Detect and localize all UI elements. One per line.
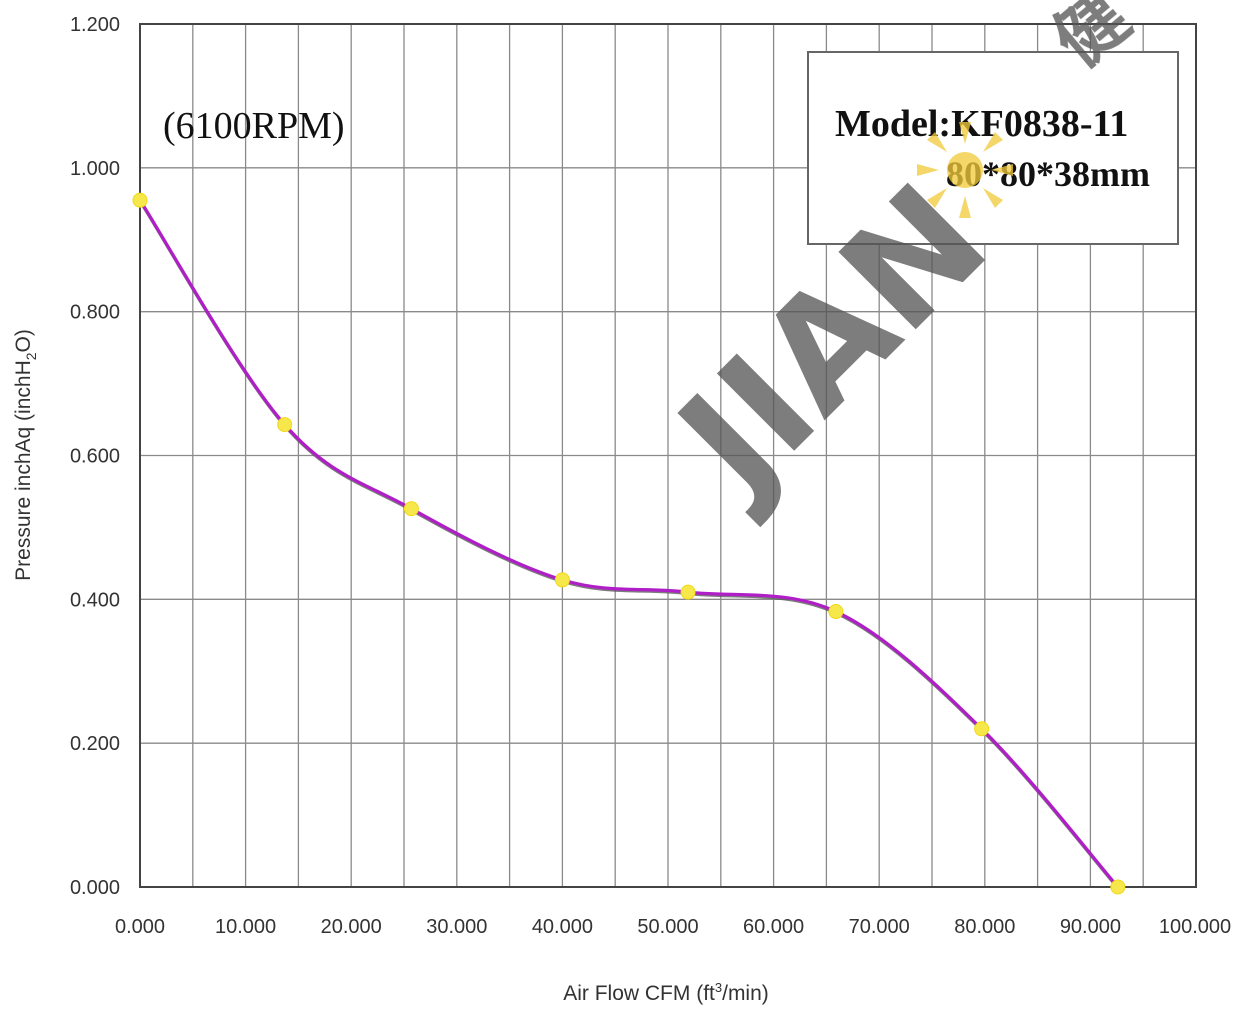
data-point-markers <box>132 192 1126 895</box>
y-tick-label: 1.200 <box>70 14 120 36</box>
data-point-marker <box>403 501 419 517</box>
plot-frame <box>139 23 1197 888</box>
y-tick-label: 0.800 <box>70 302 120 324</box>
x-tick-label: 90.000 <box>1060 916 1121 938</box>
x-axis-title: Air Flow CFM (ft3/min) <box>563 980 769 1005</box>
y-tick-label: 0.000 <box>70 877 120 899</box>
x-tick-label: 100.000 <box>1159 916 1231 938</box>
data-point-marker <box>1110 879 1126 895</box>
x-tick-label: 30.000 <box>426 916 487 938</box>
y-tick-label: 0.600 <box>70 446 120 468</box>
x-tick-label: 80.000 <box>954 916 1015 938</box>
x-tick-labels: 0.000 10.000 20.000 30.000 40.000 50.000 60.00… <box>115 916 1231 938</box>
x-tick-label: 0.000 <box>115 916 165 938</box>
model-name-label: Model:KF0838-11 <box>835 103 1128 145</box>
y-tick-labels: 0.000 0.200 0.400 0.600 0.800 1.000 1.200 <box>70 14 120 899</box>
x-tick-label: 20.000 <box>321 916 382 938</box>
x-tick-label: 50.000 <box>637 916 698 938</box>
data-point-marker <box>554 572 570 588</box>
x-tick-label: 40.000 <box>532 916 593 938</box>
y-tick-label: 0.400 <box>70 589 120 611</box>
y-axis-title: Pressure inchAq (inchH2O) <box>12 329 39 581</box>
rpm-annotation: (6100RPM) <box>163 105 345 147</box>
x-tick-label: 60.000 <box>743 916 804 938</box>
model-legend-box: Model:KF0838-11 80*80*38mm <box>807 51 1179 245</box>
data-point-marker <box>828 604 844 620</box>
x-tick-label: 10.000 <box>215 916 276 938</box>
y-tick-label: 1.000 <box>70 158 120 180</box>
x-tick-label: 70.000 <box>849 916 910 938</box>
data-point-marker <box>974 721 990 737</box>
data-point-marker <box>277 417 293 433</box>
data-point-marker <box>132 192 148 208</box>
data-point-marker <box>680 584 696 600</box>
watermark-sun-icon <box>917 122 1013 218</box>
y-tick-label: 0.200 <box>70 733 120 755</box>
